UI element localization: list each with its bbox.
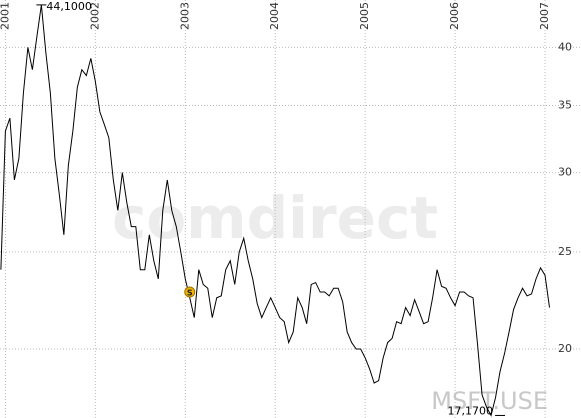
- y-tick-label: 20: [558, 342, 572, 355]
- split-marker: [184, 286, 196, 298]
- x-tick-label: 2007: [538, 2, 551, 30]
- x-tick-label: 2006: [448, 2, 461, 30]
- x-tick-label: 2005: [358, 2, 371, 30]
- y-tick-label: 30: [558, 166, 572, 179]
- price-line: [0, 4, 551, 417]
- extreme-label: 17,1700: [448, 404, 494, 417]
- x-tick-label: 2004: [268, 2, 281, 30]
- x-tick-label: 2002: [88, 2, 101, 30]
- x-tick-label: 2003: [178, 2, 191, 30]
- x-tick-label: 2001: [0, 2, 11, 30]
- y-tick-label: 40: [558, 40, 572, 53]
- split-marker-label: S: [187, 289, 193, 298]
- symbol: MSFT.USE: [431, 387, 548, 415]
- y-tick-label: 35: [558, 98, 572, 111]
- extreme-label: 44,1000: [46, 0, 92, 13]
- y-tick-label: 25: [558, 245, 572, 258]
